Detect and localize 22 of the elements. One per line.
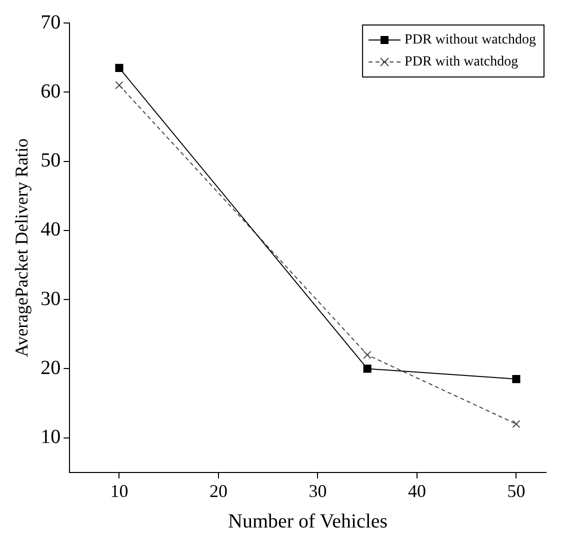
point [363,364,372,373]
y-tick-label: 20 [40,356,61,379]
point [115,64,124,72]
point [512,420,520,428]
y-axis-title: AveragePacket Delivery Ratio [12,138,32,357]
y-tick-label: 30 [40,288,61,310]
point [115,81,124,90]
x-tick-label: 20 [209,480,228,501]
x-tick-label: 40 [408,480,426,501]
x-tick-label: 50 [507,480,526,501]
x-axis-title: Number of Vehicles [228,510,388,532]
y-tick-label: 50 [40,150,61,172]
x-tick-label: 10 [110,480,128,501]
x-tick-label: 30 [308,480,327,501]
point [363,350,372,359]
legend-label: PDR with watchdog [404,54,518,70]
y-tick-label: 70 [40,11,61,34]
legend-label: PDR without watchdog [404,32,536,48]
y-tick-label: 60 [40,80,61,102]
y-tick-label: 10 [40,426,61,448]
y-tick-label: 40 [40,218,61,241]
point [512,375,520,384]
